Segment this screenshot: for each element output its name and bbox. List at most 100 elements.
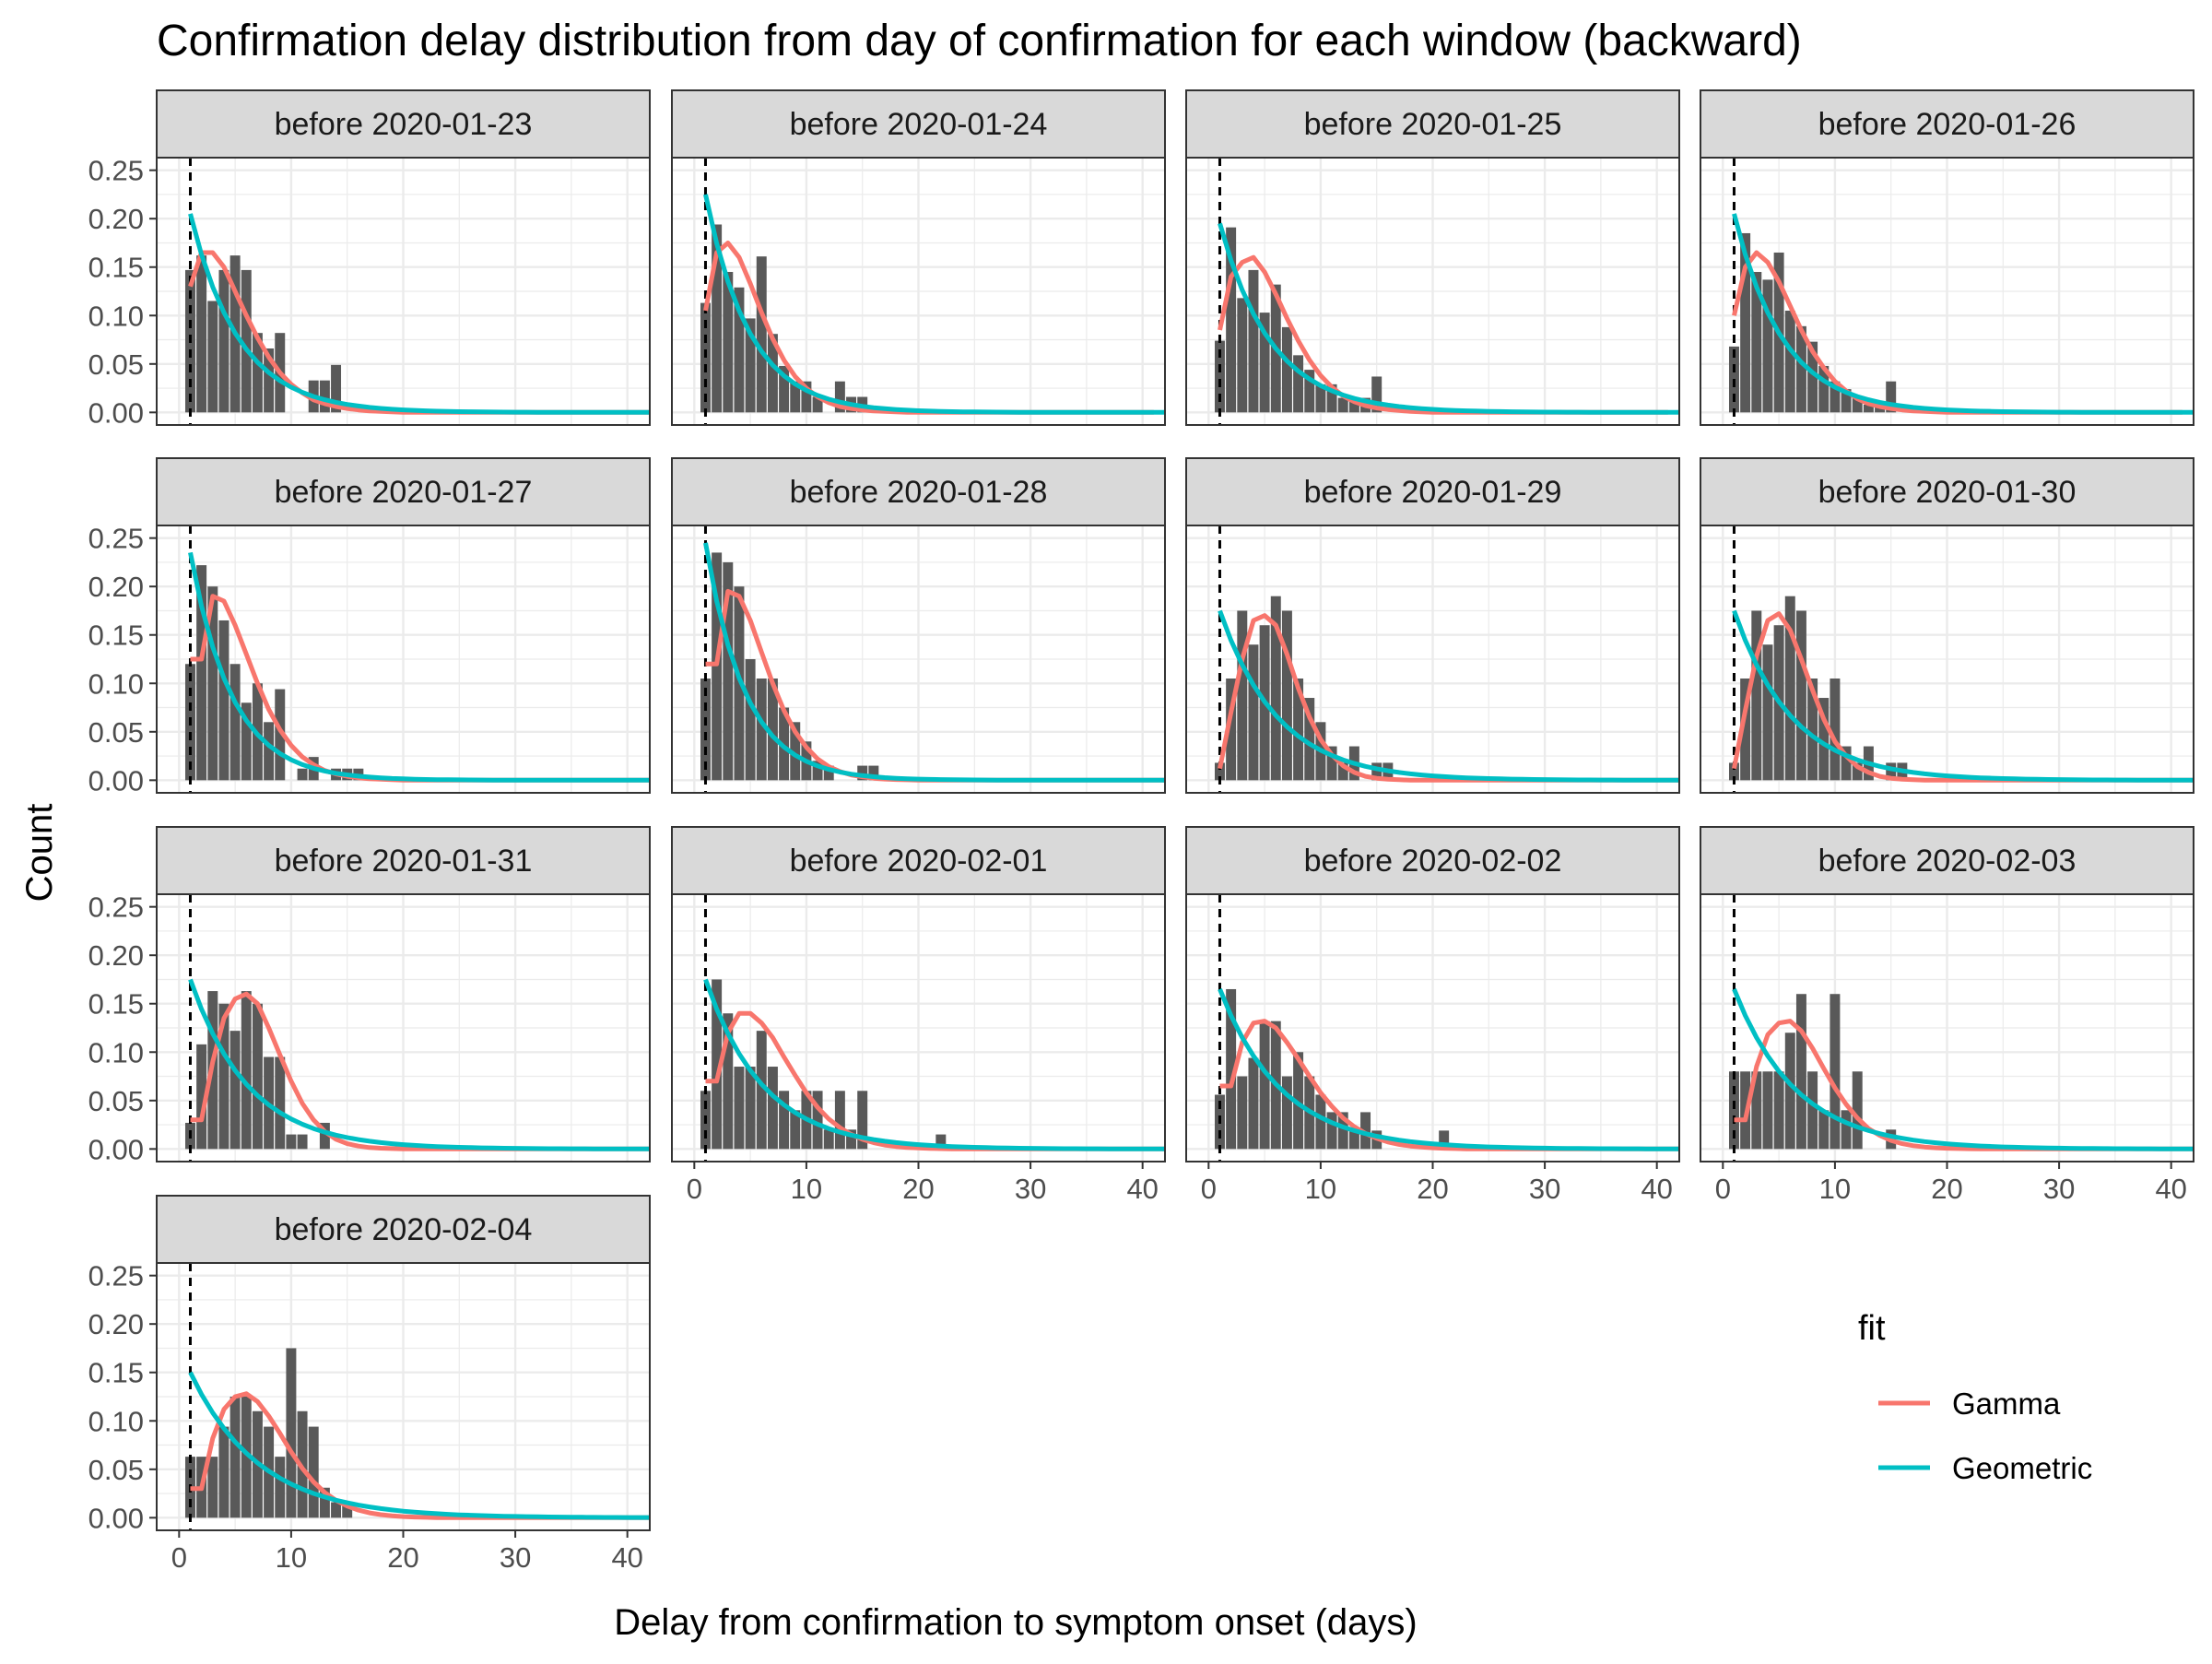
bar: [1807, 1071, 1818, 1150]
x-tick-label: 0: [1715, 1173, 1731, 1205]
y-axis-title: Count: [19, 804, 60, 903]
bar: [1818, 698, 1830, 781]
panel-strip: [156, 457, 651, 526]
x-tick-label: 10: [791, 1173, 822, 1205]
bar: [196, 1044, 207, 1150]
y-tick-label: 0.00: [88, 1133, 144, 1165]
legend-label-geometric: Geometric: [1952, 1451, 2092, 1485]
panel-before-2020-01-26: before 2020-01-26: [1700, 89, 2194, 426]
bar: [756, 256, 767, 413]
bar: [857, 765, 868, 781]
x-tick-label: 0: [687, 1173, 702, 1205]
panel-strip-label: before 2020-01-23: [275, 107, 533, 142]
bar: [1248, 1057, 1259, 1150]
bar: [935, 1134, 947, 1150]
x-axis-title: Delay from confirmation to symptom onset…: [614, 1602, 1417, 1643]
legend-label-gamma: Gamma: [1952, 1387, 2061, 1421]
bar: [1248, 269, 1259, 413]
bar: [1762, 279, 1773, 413]
bar: [1348, 397, 1359, 413]
bar: [812, 396, 823, 413]
bar: [1226, 988, 1237, 1150]
y-tick-label: 0.05: [88, 716, 144, 749]
panel-before-2020-02-04: before 2020-02-04 0.00 0.05 0.10 0.15 0.20 0.2…: [88, 1195, 651, 1574]
bar: [1226, 227, 1237, 413]
bar: [1818, 1110, 1830, 1150]
bar: [331, 364, 342, 413]
bar: [1259, 313, 1270, 413]
bar: [275, 1457, 286, 1518]
y-tick-label: 0.05: [88, 1085, 144, 1117]
panel-strip: [671, 826, 1166, 895]
bar: [723, 1013, 734, 1150]
bar: [1326, 746, 1337, 781]
panel-strip-label: before 2020-01-26: [1818, 107, 2077, 142]
geometric-fit-line: [703, 978, 1165, 1151]
geometric-fit-line: [188, 978, 650, 1151]
bar: [229, 1031, 241, 1150]
bar: [767, 334, 778, 413]
bar: [1281, 1076, 1292, 1150]
bar: [1841, 389, 1852, 413]
panel-strip: [156, 1195, 651, 1264]
panel-before-2020-02-03: before 2020-02-03 0 10 20 30 40: [1700, 826, 2194, 1205]
bar: [812, 1091, 823, 1150]
bar: [1237, 1076, 1248, 1150]
bar: [1852, 1071, 1863, 1150]
panel-before-2020-01-28: before 2020-01-28: [671, 457, 1166, 794]
x-tick-label: 30: [1015, 1173, 1046, 1205]
x-tick-label: 30: [2043, 1173, 2075, 1205]
panel-border: [1700, 157, 2194, 426]
x-tick-label: 40: [2155, 1173, 2186, 1205]
bar: [1784, 596, 1795, 781]
y-tick-label: 0.00: [88, 764, 144, 797]
bar: [1818, 365, 1830, 413]
bar: [1830, 381, 1841, 413]
geometric-fit-line: [1218, 222, 1679, 415]
y-tick-label: 0.20: [88, 939, 144, 972]
bar: [790, 1110, 801, 1150]
legend: fit Gamma Geometric: [1858, 1309, 2092, 1485]
bar: [1751, 1071, 1762, 1150]
panel-border: [156, 893, 651, 1162]
bar: [1371, 762, 1382, 781]
bar: [1740, 679, 1751, 781]
x-tick-label: 20: [1931, 1173, 1962, 1205]
legend-title: fit: [1858, 1309, 1886, 1348]
panel-before-2020-01-23: before 2020-01-23 0.00 0.05 0.10 0.15 0.20 0.2…: [88, 89, 651, 429]
x-tick-label: 10: [276, 1541, 307, 1574]
panel-before-2020-01-31: before 2020-01-31 0.00 0.05 0.10 0.15 0.20 0.2…: [88, 826, 651, 1165]
bar: [286, 1348, 297, 1518]
panel-border: [671, 157, 1166, 426]
bar: [1237, 298, 1248, 413]
bar: [723, 561, 734, 781]
bar: [1248, 644, 1259, 781]
bar: [1326, 1112, 1337, 1150]
bar: [801, 381, 812, 413]
y-tick-label: 0.25: [88, 523, 144, 555]
y-tick-label: 0.15: [88, 1357, 144, 1389]
bar: [1315, 384, 1326, 413]
bar: [1751, 610, 1762, 781]
bar: [734, 1067, 745, 1150]
bar: [1841, 746, 1852, 781]
bar: [252, 333, 263, 413]
x-tick-label: 20: [902, 1173, 934, 1205]
bar: [779, 365, 790, 413]
y-tick-label: 0.10: [88, 300, 144, 332]
geometric-fit-line: [1218, 988, 1679, 1151]
panel-strip-label: before 2020-01-27: [275, 475, 533, 510]
bar: [207, 301, 218, 413]
x-tick-label: 10: [1305, 1173, 1336, 1205]
chart-title: Confirmation delay distribution from day…: [157, 17, 1802, 65]
y-tick-label: 0.25: [88, 1260, 144, 1292]
bar: [1281, 326, 1292, 413]
geometric-fit-line: [1732, 609, 2194, 783]
bar: [264, 722, 275, 781]
panel-border: [671, 525, 1166, 794]
panel-strip: [1185, 457, 1680, 526]
panel-border: [1700, 525, 2194, 794]
bar: [823, 765, 834, 781]
bar: [218, 620, 229, 781]
bar: [207, 1457, 218, 1518]
